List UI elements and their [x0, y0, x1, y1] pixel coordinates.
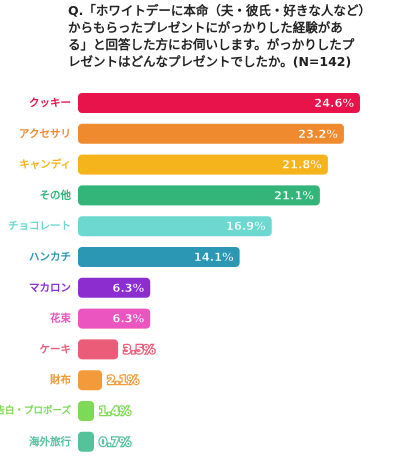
value-label: 24.6% [314, 96, 354, 110]
category-label: ハンカチ [29, 251, 71, 263]
value-label: 14.1% [194, 250, 234, 264]
category-label: 告白・プロポーズ [0, 405, 71, 417]
bar [78, 339, 119, 360]
chart-title-line-2: からもらったプレゼントにがっかりした経験があ [68, 20, 343, 35]
chart-title-line-1: Q.「ホワイトデーに本命（夫・彼氏・好きな人など） [68, 3, 371, 18]
category-label: 海外旅行 [29, 435, 71, 448]
bar [78, 216, 272, 237]
category-label: 花束 [50, 312, 71, 325]
value-label: 6.3% [112, 281, 144, 295]
bar [78, 154, 328, 175]
bar [78, 185, 320, 206]
category-label: キャンディ [19, 158, 71, 171]
category-label: ケーキ [40, 343, 72, 355]
bar [78, 431, 94, 452]
value-label: 6.3% [112, 312, 144, 326]
bar [78, 308, 151, 329]
value-label: 21.1% [274, 188, 314, 202]
value-label: 23.2% [298, 127, 338, 141]
bar [78, 247, 240, 267]
bar [78, 123, 344, 144]
chart-title-line-4: レゼントはどんなプレゼントでしたか。(N=142) [68, 54, 352, 69]
category-label: チョコレート [8, 220, 71, 232]
bar [78, 401, 95, 421]
bar [78, 370, 103, 391]
category-label: アクセサリ [19, 128, 71, 140]
category-label: マカロン [29, 282, 71, 294]
value-label: 1.4% [99, 404, 131, 418]
value-label: 3.5% [123, 342, 155, 356]
value-label: 21.8% [282, 158, 322, 172]
value-label: 2.1% [107, 373, 139, 387]
bar [78, 93, 360, 113]
category-label: クッキー [29, 97, 71, 109]
category-label: 財布 [49, 373, 71, 386]
chart-title-line-3: る」と回答した方にお伺いします。がっかりしたプ [68, 37, 355, 52]
value-label: 0.7% [99, 435, 131, 449]
category-label: その他 [40, 188, 72, 201]
value-label: 16.9% [226, 219, 266, 233]
bar [78, 277, 151, 298]
